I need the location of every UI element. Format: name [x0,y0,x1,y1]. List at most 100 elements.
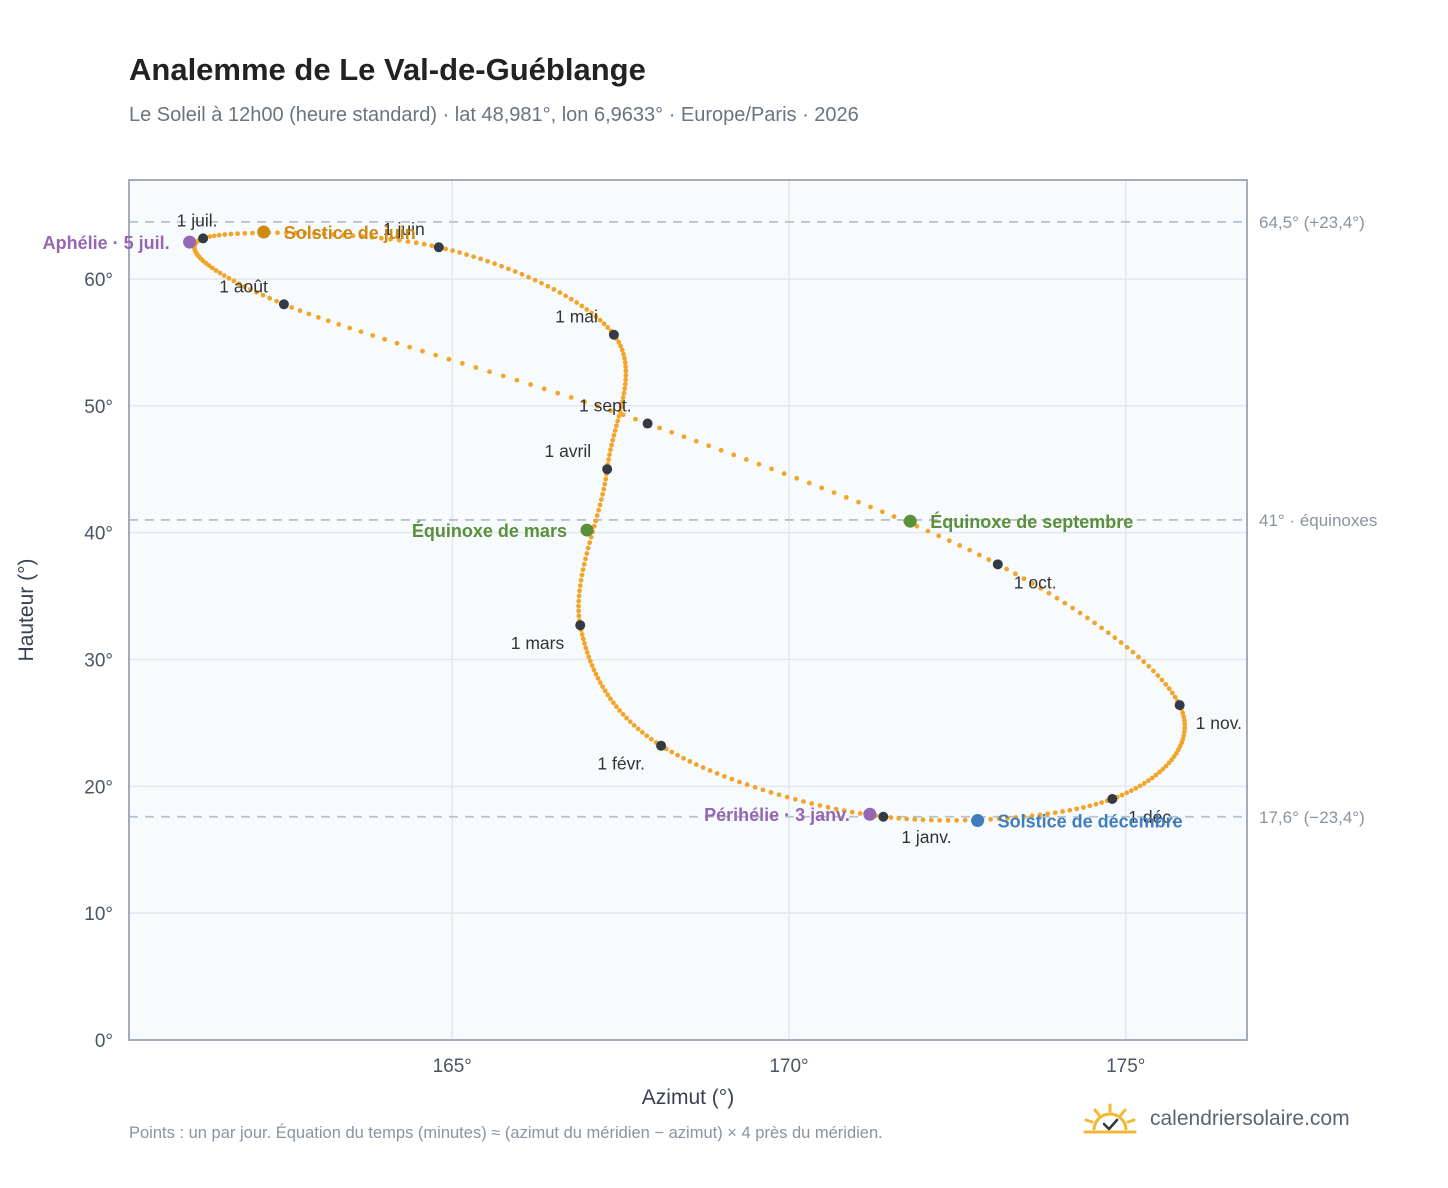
daily-point [617,708,623,713]
daily-point [325,318,331,324]
daily-point [1159,677,1165,683]
daily-point [1087,803,1093,809]
daily-point [519,271,525,277]
daily-point [1153,772,1159,778]
daily-point [284,230,289,236]
daily-point [681,434,687,440]
daily-point [568,296,574,302]
daily-point [937,817,943,823]
daily-point [760,787,766,793]
daily-point [577,588,582,594]
daily-point [1052,810,1058,816]
event-label: Aphélie · 5 juil. [43,233,170,253]
daily-point [1182,725,1188,731]
daily-point [231,278,237,284]
daily-point [1060,809,1066,814]
daily-point [360,234,365,239]
daily-point [622,360,628,365]
daily-point [321,231,327,237]
daily-point [633,416,638,422]
daily-point [586,654,592,660]
daily-point [302,230,308,236]
daily-point [624,715,629,721]
daily-point [1062,600,1068,606]
daily-point [1092,620,1098,626]
daily-point [407,344,413,350]
daily-point [986,557,992,563]
month-label: 1 janv. [901,827,951,847]
daily-point [946,538,952,544]
daily-point [945,817,951,823]
daily-point [563,293,569,299]
daily-point [222,232,228,237]
daily-point [1149,775,1155,781]
daily-point [297,308,303,314]
daily-point [681,755,686,761]
event-marker [183,235,197,249]
brand-name: calendriersolaire.com [1150,1107,1350,1130]
daily-point [1070,605,1075,611]
daily-point [528,382,533,387]
daily-point [1074,806,1080,812]
daily-point [1005,815,1010,821]
daily-point [1157,769,1162,775]
reference-line-label: 41° · équinoxes [1259,511,1377,530]
daily-point [459,360,465,366]
daily-point [579,572,585,578]
month-marker [278,299,289,310]
daily-point [841,808,847,814]
daily-point [429,243,435,249]
daily-point [928,817,934,823]
daily-point [596,507,602,513]
daily-point [274,298,280,304]
event-marker [971,814,985,828]
month-label: 1 déc. [1128,807,1176,827]
month-marker [878,811,889,822]
daily-point [718,447,724,453]
daily-point [1181,733,1187,738]
daily-point [1181,714,1187,720]
daily-point [700,765,706,770]
daily-point [588,534,594,540]
daily-point [578,577,584,583]
daily-point [843,494,849,500]
daily-point [819,485,825,491]
daily-point [312,231,317,236]
daily-point [512,269,518,274]
daily-point [769,466,774,472]
daily-point [707,768,713,773]
daily-point [413,240,419,246]
daily-point [737,779,742,785]
daily-point [583,556,588,562]
daily-point [616,413,622,419]
month-marker [992,559,1003,570]
daily-point [1067,807,1073,813]
daily-point [478,256,484,262]
daily-point [1012,571,1018,577]
brand[interactable]: calendriersolaire.com [1082,1102,1350,1136]
daily-point [1141,659,1147,665]
daily-point [254,289,259,295]
event-marker [863,807,877,821]
daily-point [487,369,492,375]
daily-point [752,784,758,790]
daily-point [1118,640,1124,645]
daily-point [891,514,897,520]
daily-point [1029,813,1035,819]
event-marker [257,225,271,239]
daily-point [405,239,411,244]
daily-point [608,408,613,413]
daily-point [619,399,625,405]
daily-point [693,762,699,767]
daily-point [605,692,611,698]
x-tick-label: 170° [769,1056,808,1077]
daily-point [675,752,680,758]
daily-point [623,368,629,374]
daily-point [340,232,346,238]
daily-point [457,250,462,255]
daily-point [1133,785,1139,791]
daily-point [610,437,616,443]
daily-point [597,502,603,508]
daily-point [1128,788,1134,794]
month-label: 1 mars [511,633,565,653]
